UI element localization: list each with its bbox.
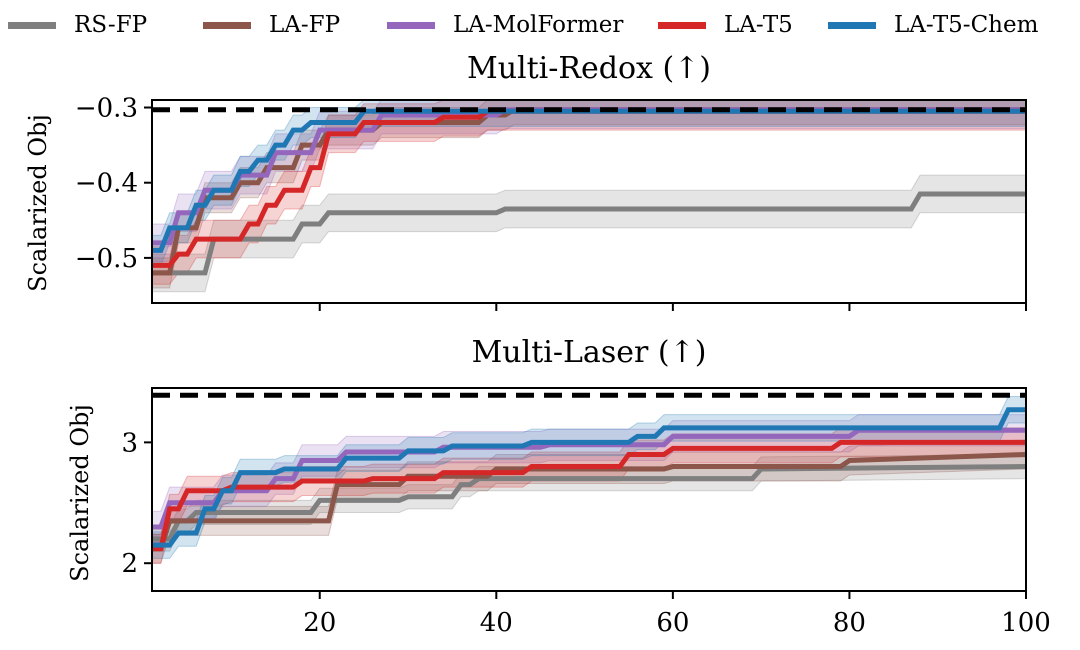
- multi-laser-ytick-label: 3: [121, 428, 138, 458]
- multi-laser-xtick-label: 60: [656, 608, 689, 638]
- legend-swatch-la-t5: [658, 21, 706, 29]
- multi-redox-panel: Multi-Redox (↑) Scalarized Obj −0.5−0.4−…: [24, 51, 1027, 311]
- multi-redox-line-la-molformer: [152, 107, 1026, 246]
- legend-item-la-molformer: LA-MolFormer: [387, 10, 623, 40]
- multi-laser-panel: Multi-Laser (↑) Scalarized Obj 2 3 20 40 60 8…: [66, 335, 1051, 638]
- multi-laser-title: Multi-Laser (↑): [472, 335, 707, 370]
- multi-laser-ytick-label: 2: [121, 549, 138, 579]
- multi-redox-line-la-t5: [152, 108, 1026, 268]
- legend-item-la-fp: LA-FP: [203, 10, 340, 40]
- legend-swatch-la-molformer: [387, 21, 435, 29]
- multi-laser-ticks: 2 3 20 40 60 80 100: [121, 428, 1050, 638]
- legend-label-la-t5-chem: LA-T5-Chem: [894, 12, 1039, 38]
- multi-laser-ylabel: Scalarized Obj: [66, 404, 94, 582]
- multi-redox-plot-area: [151, 99, 1027, 293]
- multi-laser-line-la-fp: [152, 451, 1027, 552]
- multi-laser-xtick-label: 20: [303, 608, 336, 638]
- legend-swatch-la-fp: [203, 21, 251, 29]
- multi-laser-xtick-label: 80: [833, 608, 866, 638]
- multi-laser-plot-area: [151, 392, 1027, 564]
- multi-redox-ylabel: Scalarized Obj: [24, 114, 52, 292]
- legend-label-la-fp: LA-FP: [269, 12, 341, 38]
- legend-item-rs-fp: RS-FP: [8, 10, 147, 40]
- multi-redox-ytick-label: −0.3: [75, 94, 138, 124]
- multi-redox-ytick-label: −0.4: [75, 169, 138, 199]
- multi-laser-line-la-t5: [152, 439, 1026, 552]
- legend-item-la-t5-chem: LA-T5-Chem: [828, 10, 1038, 40]
- legend-label-la-t5: LA-T5: [724, 12, 793, 38]
- multi-laser-xtick-label: 40: [480, 608, 513, 638]
- legend-swatch-la-t5-chem: [828, 21, 876, 29]
- legend-swatch-rs-fp: [8, 21, 56, 29]
- multi-redox-ytick-label: −0.5: [75, 244, 138, 274]
- multi-laser-frame: [151, 387, 1027, 592]
- multi-laser-line-la-t5-chem: [152, 407, 1026, 548]
- legend-label-rs-fp: RS-FP: [74, 12, 148, 38]
- multi-redox-line-rs-fp: [152, 191, 1026, 276]
- multi-redox-frame: [151, 99, 1027, 304]
- legend-label-la-molformer: LA-MolFormer: [453, 12, 624, 38]
- legend: RS-FP LA-FP LA-MolFormer LA-T5 LA-T5-Che…: [0, 0, 1080, 50]
- multi-redox-line-la-t5-chem: [152, 108, 1026, 253]
- multi-redox-ticks: −0.5 −0.4 −0.3: [75, 94, 1027, 311]
- multi-redox-title: Multi-Redox (↑): [467, 51, 711, 86]
- multi-laser-xtick-label: 100: [1001, 608, 1051, 638]
- legend-item-la-t5: LA-T5: [658, 10, 793, 40]
